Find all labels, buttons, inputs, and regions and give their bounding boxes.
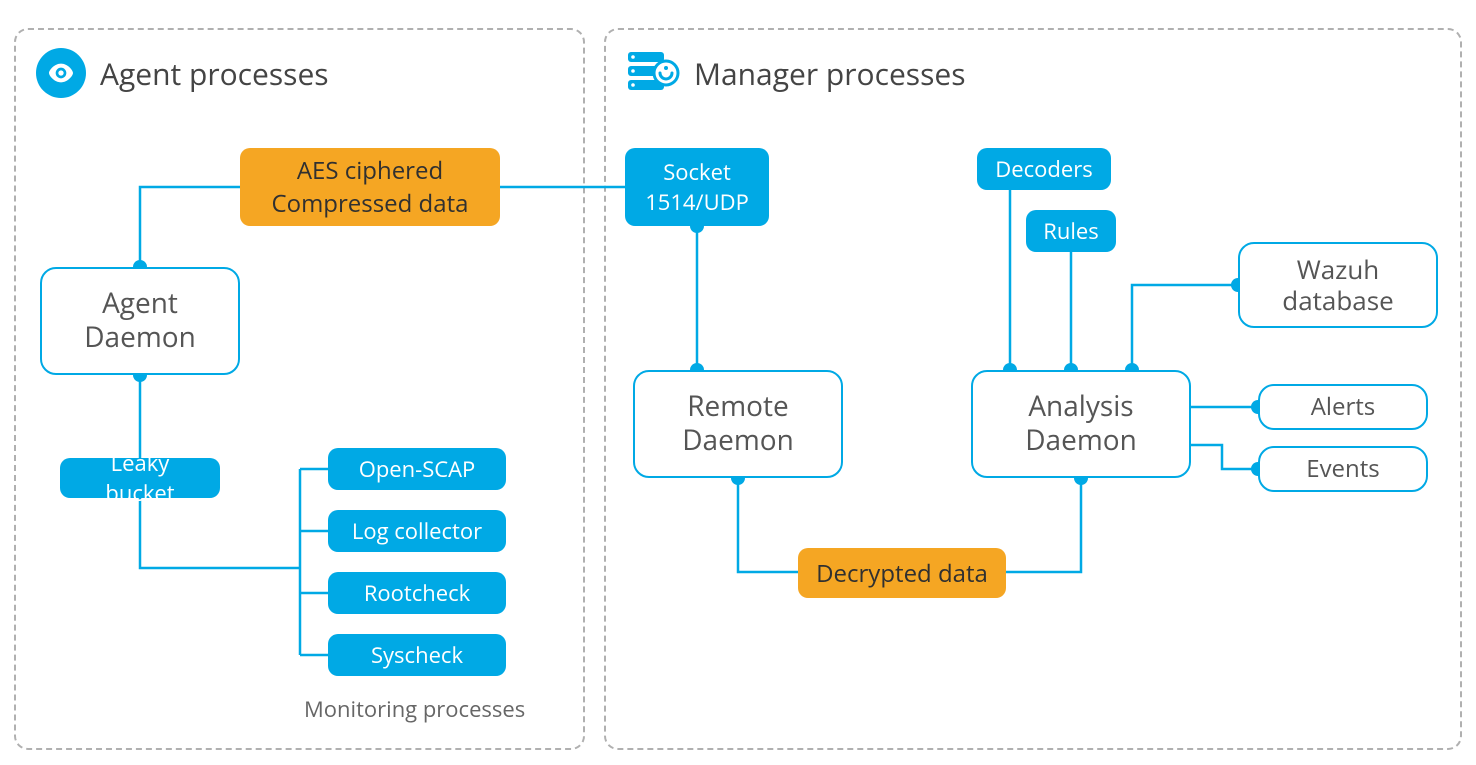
node-agent-daemon: Agent Daemon (40, 267, 240, 375)
node-alerts: Alerts (1258, 384, 1428, 430)
agent-panel-title: Agent processes (36, 48, 329, 98)
node-remote-daemon: Remote Daemon (633, 370, 843, 478)
node-open-scap: Open-SCAP (328, 448, 506, 490)
node-analysis-daemon: Analysis Daemon (971, 370, 1191, 478)
node-socket: Socket 1514/UDP (625, 148, 769, 226)
agent-title-text: Agent processes (100, 53, 329, 94)
node-aes: AES ciphered Compressed data (240, 148, 500, 226)
node-wazuh-db: Wazuh database (1238, 242, 1438, 328)
node-decoders: Decoders (977, 148, 1111, 190)
eye-icon (36, 48, 86, 98)
server-icon (626, 48, 680, 98)
node-leaky-bucket: Leaky bucket (60, 458, 220, 498)
node-rules: Rules (1026, 210, 1116, 252)
node-events: Events (1258, 446, 1428, 492)
node-decrypted: Decrypted data (798, 548, 1006, 598)
manager-title-text: Manager processes (694, 53, 966, 94)
node-log-collector: Log collector (328, 510, 506, 552)
node-syscheck: Syscheck (328, 634, 506, 676)
label-monitoring: Monitoring processes (304, 694, 525, 724)
node-rootcheck: Rootcheck (328, 572, 506, 614)
manager-panel-title: Manager processes (626, 48, 966, 98)
